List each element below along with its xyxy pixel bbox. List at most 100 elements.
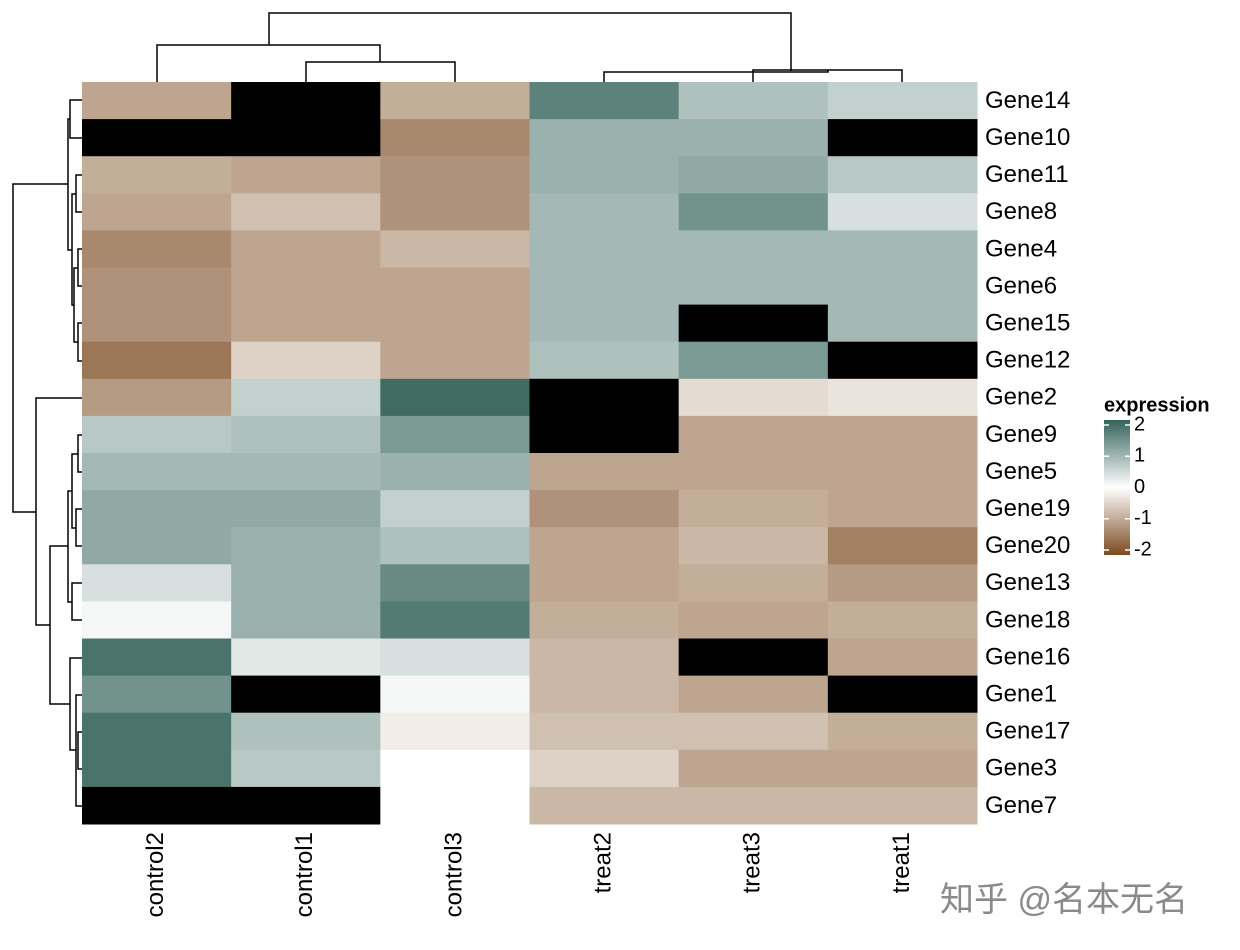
- heatmap-cell: [827, 156, 978, 194]
- heatmap-cell: [380, 490, 530, 528]
- heatmap-cell: [231, 156, 381, 194]
- heatmap-cell: [678, 119, 829, 157]
- heatmap-cell: [529, 490, 680, 528]
- column-label: treat3: [739, 832, 766, 893]
- column-label: control3: [440, 832, 467, 917]
- row-label: Gene9: [985, 421, 1057, 448]
- heatmap-cell: [231, 786, 381, 825]
- heatmap-cell: [827, 230, 978, 268]
- heatmap-cell: [529, 119, 680, 157]
- heatmap-cell: [231, 453, 381, 491]
- heatmap-cell: [380, 638, 530, 677]
- heatmap-cell: [231, 119, 381, 157]
- heatmap-cell: [678, 230, 829, 268]
- heatmap-cell: [380, 304, 530, 343]
- legend-title: expression: [1104, 394, 1210, 416]
- heatmap-cell: [380, 675, 530, 714]
- heatmap-cell: [827, 601, 978, 639]
- heatmap-cell: [827, 675, 978, 714]
- heatmap-cell: [82, 527, 232, 565]
- heatmap-cell: [678, 786, 829, 825]
- row-label: Gene3: [985, 755, 1057, 782]
- heatmap-cell: [231, 490, 381, 528]
- heatmap-cell: [678, 304, 829, 343]
- heatmap-cell: [678, 156, 829, 194]
- heatmap-cell: [82, 638, 232, 677]
- heatmap-cell: [231, 601, 381, 639]
- heatmap-cell: [82, 193, 232, 231]
- legend-tick-label: -1: [1134, 507, 1152, 529]
- heatmap-cell: [529, 712, 680, 751]
- heatmap-cell: [529, 415, 680, 454]
- heatmap-cell: [380, 267, 530, 306]
- heatmap-cell: [231, 415, 381, 454]
- heatmap-cell: [827, 119, 978, 157]
- heatmap-cell: [827, 415, 978, 454]
- heatmap-cell: [231, 712, 381, 751]
- heatmap-cell: [678, 267, 829, 306]
- row-label: Gene13: [985, 569, 1070, 596]
- heatmap-cell: [529, 564, 680, 602]
- legend-tick-label: 2: [1134, 413, 1145, 435]
- heatmap-cell: [231, 230, 381, 268]
- heatmap-cell: [82, 490, 232, 528]
- column-label: treat2: [589, 832, 616, 893]
- heatmap-cell: [529, 230, 680, 268]
- heatmap-cell: [678, 82, 829, 120]
- heatmap-cell: [827, 341, 978, 380]
- heatmap-cell: [231, 82, 381, 120]
- heatmap-cell: [827, 564, 978, 602]
- heatmap-cell: [529, 378, 680, 417]
- row-label: Gene15: [985, 309, 1070, 336]
- heatmap-cell: [827, 749, 978, 788]
- heatmap-cell: [678, 675, 829, 714]
- row-label: Gene19: [985, 495, 1070, 522]
- heatmap-cell: [678, 378, 829, 417]
- heatmap-cell: [380, 156, 530, 194]
- heatmap-cell: [827, 304, 978, 343]
- heatmap-cell: [82, 749, 232, 788]
- row-label: Gene16: [985, 643, 1070, 670]
- heatmap-cell: [827, 267, 978, 306]
- column-label: treat1: [888, 832, 915, 893]
- heatmap-cell: [231, 378, 381, 417]
- heatmap-cell: [380, 564, 530, 602]
- heatmap-cell: [529, 267, 680, 306]
- heatmap-cell: [231, 193, 381, 231]
- heatmap-cell: [82, 564, 232, 602]
- heatmap-cell: [82, 415, 232, 454]
- row-label: Gene20: [985, 532, 1070, 559]
- heatmap-cell: [82, 230, 232, 268]
- heatmap-cell: [231, 341, 381, 380]
- heatmap-cell: [678, 453, 829, 491]
- heatmap-cell: [529, 341, 680, 380]
- heatmap-cell: [380, 527, 530, 565]
- heatmap-cell: [231, 638, 381, 677]
- heatmap-cell: [827, 786, 978, 825]
- heatmap-cell: [529, 82, 680, 120]
- heatmap-cell: [827, 490, 978, 528]
- heatmap-cell: [678, 601, 829, 639]
- heatmap-cell: [380, 415, 530, 454]
- heatmap-cell: [380, 601, 530, 639]
- heatmap-cell: [380, 786, 530, 825]
- row-label: Gene5: [985, 458, 1057, 485]
- heatmap-cell: [82, 304, 232, 343]
- heatmap-cell: [529, 675, 680, 714]
- heatmap-cell: [529, 786, 680, 825]
- heatmap-cell: [827, 638, 978, 677]
- heatmap-cell: [678, 490, 829, 528]
- legend-tick-label: -2: [1134, 538, 1152, 560]
- heatmap-cell: [82, 786, 232, 825]
- heatmap-cell: [380, 193, 530, 231]
- legend-tick-label: 1: [1134, 445, 1145, 467]
- heatmap-cell: [827, 453, 978, 491]
- heatmap-cell: [827, 82, 978, 120]
- heatmap-cell: [529, 749, 680, 788]
- heatmap-cell: [380, 119, 530, 157]
- heatmap-cell: [380, 712, 530, 751]
- row-label: Gene1: [985, 680, 1057, 707]
- heatmap-cell: [678, 749, 829, 788]
- heatmap-cell: [827, 378, 978, 417]
- heatmap-cell: [82, 82, 232, 120]
